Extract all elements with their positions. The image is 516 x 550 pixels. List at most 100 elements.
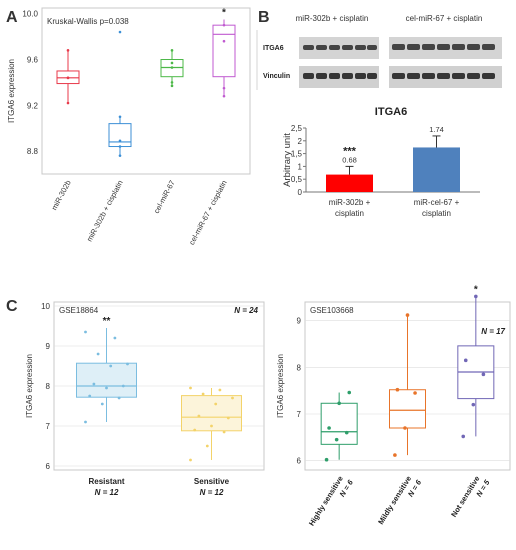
- panel-c2-ytick: 8: [297, 363, 302, 372]
- blot-bands-vinculin: [303, 73, 495, 79]
- panel-a-ytick: 9.6: [27, 56, 39, 65]
- panel-c1-ytick: 9: [46, 342, 51, 351]
- data-point: [461, 434, 466, 439]
- panel-a-ytick: 10.0: [22, 10, 38, 19]
- panel-c2-xtick: Mildly sensitive: [376, 474, 413, 526]
- panel-b-significance: ***: [343, 145, 357, 157]
- data-point: [218, 388, 222, 392]
- data-point: [201, 392, 205, 396]
- data-point: [222, 39, 226, 43]
- panel-b-ylabel: Arbitrary unit: [282, 133, 293, 187]
- data-point: [222, 86, 226, 90]
- data-point: [327, 426, 331, 430]
- panel-b-ytick: 2,5: [291, 124, 303, 133]
- panel-a-xtick: cel-miR-67 + cisplatin: [187, 179, 229, 247]
- panel-b-ytick: 0,5: [291, 175, 303, 184]
- panel-c1-ytick: 10: [41, 302, 50, 311]
- data-point: [84, 330, 87, 334]
- data-point: [324, 457, 329, 462]
- significance-marker: *: [474, 284, 478, 295]
- box: [320, 402, 358, 445]
- blot-group-label: cel-miR-67 + cisplatin: [406, 14, 483, 23]
- bar: [326, 174, 373, 192]
- panel-c2-ytick: 9: [297, 317, 302, 326]
- blot-bands-itga6: [303, 44, 495, 50]
- data-point: [210, 424, 213, 428]
- data-point: [118, 139, 122, 143]
- panel-c1-xtick: Sensitive: [194, 477, 230, 486]
- data-point: [231, 396, 234, 400]
- panel-b-ytick: 1: [298, 162, 303, 171]
- panel-a-ytick: 9.2: [27, 101, 39, 110]
- data-point: [118, 154, 122, 157]
- data-point: [170, 61, 174, 65]
- data-point: [109, 364, 113, 368]
- data-point: [121, 384, 125, 388]
- data-point: [118, 30, 122, 34]
- data-point: [222, 94, 226, 98]
- panel-c1-n-annotation: N = 24: [234, 306, 258, 315]
- panel-c2-plot-frame: [304, 301, 511, 471]
- blot-group-label: miR-302b + cisplatin: [296, 14, 369, 23]
- data-point: [170, 84, 174, 88]
- data-point: [193, 428, 197, 432]
- data-point: [88, 394, 92, 398]
- data-point: [66, 76, 70, 80]
- data-point: [92, 382, 96, 386]
- data-point: [197, 414, 201, 418]
- data-point: [393, 453, 397, 457]
- data-point: [117, 396, 121, 400]
- data-point: [471, 402, 476, 407]
- panel-a-annotation: Kruskal-Wallis p=0.038: [47, 17, 129, 26]
- data-point: [126, 362, 129, 366]
- panel-c1-ytick: 7: [46, 422, 51, 431]
- data-point: [113, 336, 117, 340]
- significance-marker: *: [222, 7, 226, 18]
- data-point: [413, 391, 417, 395]
- blot-row-label: ITGA6: [263, 45, 284, 52]
- data-point: [474, 294, 478, 299]
- significance-marker: **: [103, 316, 111, 327]
- bar: [413, 147, 460, 192]
- data-point: [222, 430, 226, 434]
- data-point: [337, 401, 341, 406]
- panel-c1-ytick: 6: [46, 462, 51, 471]
- panel-c2-xtick: Highly sensitive: [307, 474, 345, 527]
- panel-label-c: C: [6, 298, 18, 315]
- panel-c2-ytick: 7: [297, 410, 302, 419]
- data-point: [226, 416, 230, 420]
- data-point: [170, 66, 174, 69]
- panel-c2-ytick: 6: [297, 457, 302, 466]
- panel-a-xtick: cel-miR-67: [152, 179, 177, 215]
- data-point: [105, 386, 108, 390]
- panel-b-xtick: cisplatin: [335, 209, 364, 218]
- data-point: [170, 49, 174, 52]
- data-point: [222, 23, 226, 27]
- box: [76, 362, 137, 398]
- data-point: [334, 437, 339, 442]
- box: [181, 395, 242, 432]
- panel-b-title: ITGA6: [375, 106, 407, 118]
- data-point: [100, 402, 104, 406]
- panel-b-ytick: 1,5: [291, 150, 303, 159]
- panel-b-bar-chart: ITGA6 Arbitrary unit 0 0,5 1 1,5 2 2,5 0…: [282, 106, 460, 218]
- panel-a-ylabel: ITGA6 expression: [7, 59, 16, 123]
- panel-b-ytick: 0: [298, 188, 303, 197]
- data-point: [405, 313, 410, 317]
- data-point: [205, 444, 209, 448]
- data-point: [481, 372, 486, 377]
- panel-c2-ylabel: ITGA6 expression: [276, 354, 285, 418]
- data-point: [84, 420, 87, 424]
- panel-label-a: A: [6, 9, 18, 26]
- panel-a-xtick: miR-302b: [50, 179, 73, 212]
- box: [108, 123, 132, 148]
- panel-c1-xtick-n: N = 12: [200, 488, 224, 497]
- panel-b-xtick: cisplatin: [422, 209, 451, 218]
- data-point: [344, 430, 349, 435]
- data-point: [463, 358, 468, 363]
- western-blot: miR-302b + cisplatin cel-miR-67 + cispla…: [256, 14, 502, 90]
- data-point: [118, 115, 122, 119]
- data-point: [347, 390, 352, 395]
- panel-c2-n-annotation: N = 17: [481, 327, 505, 336]
- data-point: [66, 101, 70, 105]
